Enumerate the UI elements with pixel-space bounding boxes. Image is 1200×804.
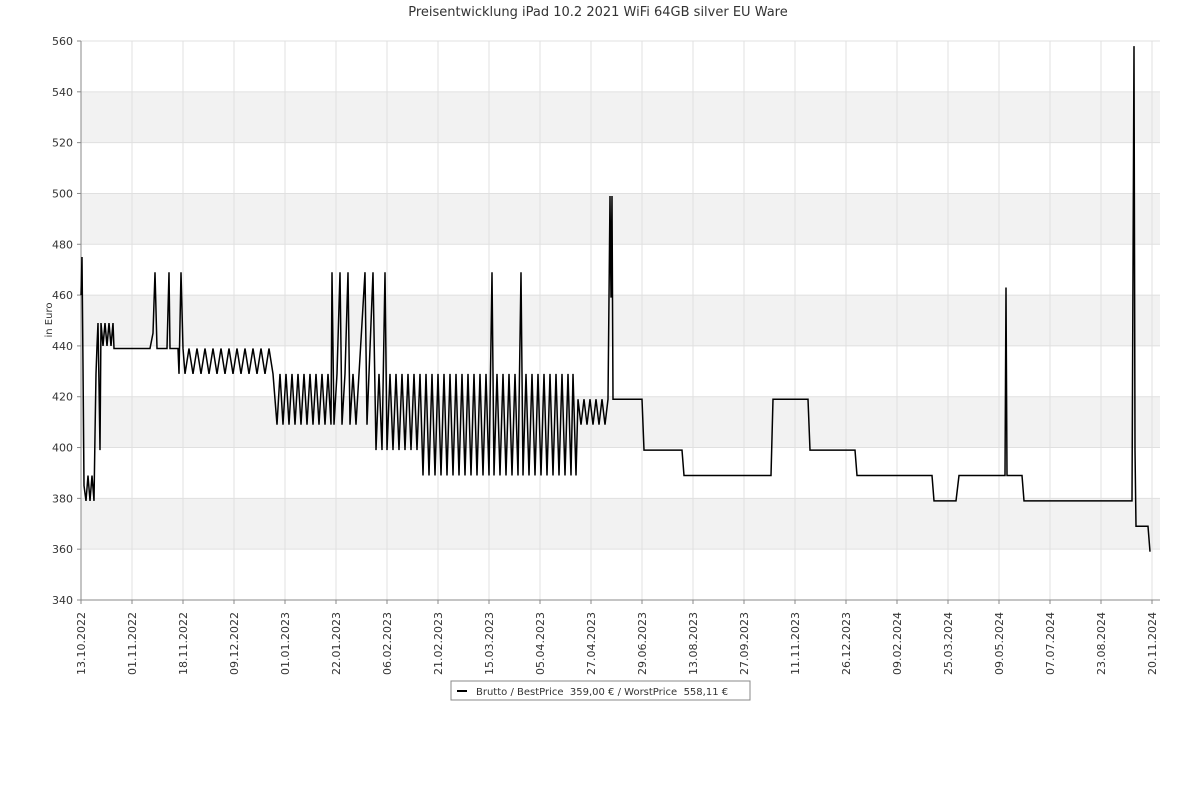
chart-title: Preisentwicklung iPad 10.2 2021 WiFi 64G… (408, 5, 788, 20)
y-tick-label: 520 (52, 137, 73, 150)
x-tick-label: 18.11.2022 (177, 612, 190, 675)
x-tick-label: 07.07.2024 (1044, 612, 1057, 675)
x-tick-label: 11.11.2023 (789, 612, 802, 675)
x-tick-label: 21.02.2023 (432, 612, 445, 675)
y-tick-label: 560 (52, 35, 73, 48)
x-tick-label: 27.04.2023 (585, 612, 598, 675)
x-tick-label: 01.01.2023 (279, 612, 292, 675)
x-tick-label: 27.09.2023 (738, 612, 751, 675)
legend-label: Brutto / BestPrice 359,00 € / WorstPrice… (476, 687, 728, 698)
grid-band (81, 193, 1160, 245)
y-tick-label: 480 (52, 238, 73, 251)
x-tick-label: 25.03.2024 (942, 612, 955, 675)
legend-box (450, 680, 751, 701)
x-tick-label: 09.12.2022 (228, 612, 241, 675)
y-tick-label: 360 (52, 543, 73, 556)
x-tick-label: 06.02.2023 (381, 612, 394, 675)
x-tick-label: 26.12.2023 (840, 612, 853, 675)
legend: Brutto / BestPrice 359,00 € / WorstPrice… (450, 680, 751, 701)
y-axis-label: in Euro (44, 303, 55, 338)
x-tick-label: 22.01.2023 (330, 612, 343, 675)
y-tick-label: 400 (52, 442, 73, 455)
x-tick-label: 01.11.2022 (126, 612, 139, 675)
y-tick-label: 540 (52, 86, 73, 99)
y-tick-label: 420 (52, 391, 73, 404)
y-tick-label: 500 (52, 187, 73, 200)
grid-band (81, 396, 1160, 448)
x-tick-label: 23.08.2024 (1095, 612, 1108, 675)
x-tick-label: 13.10.2022 (75, 612, 88, 675)
grid-band (81, 295, 1160, 346)
x-tick-label: 13.08.2023 (687, 612, 700, 675)
x-tick-label: 29.06.2023 (636, 612, 649, 675)
x-tick-label: 09.05.2024 (993, 612, 1006, 675)
grid-band (81, 91, 1160, 143)
x-tick-label: 15.03.2023 (483, 612, 496, 675)
price-line (80, 46, 1151, 552)
grid-band (81, 498, 1160, 550)
x-tick-label: 09.02.2024 (891, 612, 904, 675)
y-tick-label: 340 (52, 594, 73, 607)
x-tick-label: 05.04.2023 (534, 612, 547, 675)
y-tick-label: 460 (52, 289, 73, 302)
y-tick-label: 380 (52, 492, 73, 505)
x-tick-label: 20.11.2024 (1146, 612, 1159, 675)
y-tick-label: 440 (52, 340, 73, 353)
